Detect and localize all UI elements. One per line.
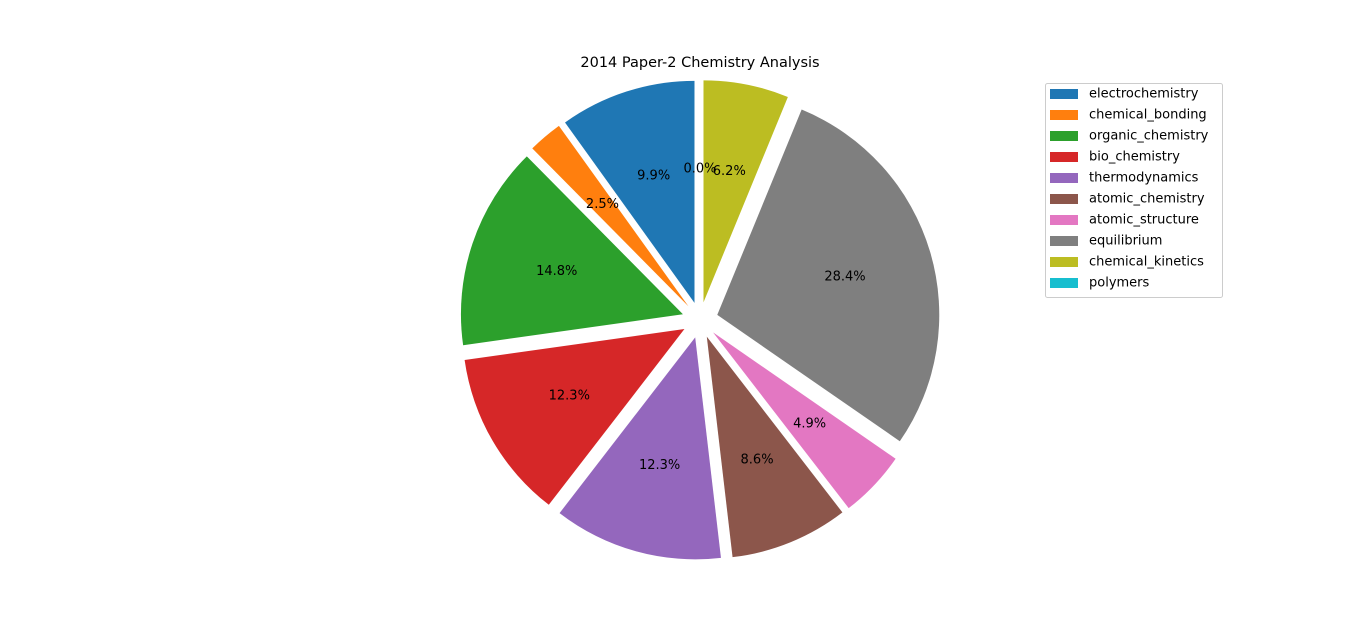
- legend-swatch-atomic-chemistry: [1050, 194, 1078, 204]
- legend-swatch-organic-chemistry: [1050, 131, 1078, 141]
- legend-label-organic-chemistry: organic_chemistry: [1089, 129, 1209, 144]
- percent-label-equilibrium: 28.4%: [824, 270, 865, 285]
- legend-swatch-electrochemistry: [1050, 89, 1078, 99]
- legend-label-thermodynamics: thermodynamics: [1089, 171, 1199, 186]
- legend-items: electrochemistry chemical_bonding organic_…: [1050, 87, 1209, 291]
- percent-label-thermodynamics: 12.3%: [639, 458, 680, 473]
- legend-label-chemical-kinetics: chemical_kinetics: [1089, 255, 1204, 270]
- slice-thermodynamics: [559, 337, 721, 560]
- slice-atomic-structure: [713, 332, 896, 509]
- legend-swatch-bio-chemistry: [1050, 152, 1078, 162]
- slice-equilibrium: [717, 109, 940, 442]
- slice-chemical-bonding: [532, 125, 689, 307]
- percent-label-electrochemistry: 9.9%: [637, 169, 670, 184]
- slice-electrochemistry: [565, 80, 695, 303]
- pie-slices: [460, 80, 940, 560]
- slice-chemical-kinetics: [703, 80, 788, 303]
- percent-label-polymers: 0.0%: [683, 161, 716, 176]
- legend-swatch-chemical-kinetics: [1050, 257, 1078, 267]
- legend-swatch-atomic-structure: [1050, 215, 1078, 225]
- slice-bio-chemistry: [464, 329, 685, 505]
- legend-label-bio-chemistry: bio_chemistry: [1089, 150, 1180, 165]
- percent-label-atomic-chemistry: 8.6%: [741, 453, 774, 468]
- legend-swatch-equilibrium: [1050, 236, 1078, 246]
- percent-label-chemical-bonding: 2.5%: [586, 197, 619, 212]
- slice-organic-chemistry: [460, 156, 683, 346]
- legend-swatch-thermodynamics: [1050, 173, 1078, 183]
- percent-label-chemical-kinetics: 6.2%: [713, 164, 746, 179]
- slice-atomic-chemistry: [706, 336, 843, 558]
- legend-label-electrochemistry: electrochemistry: [1089, 87, 1199, 102]
- legend-label-atomic-chemistry: atomic_chemistry: [1089, 192, 1205, 207]
- percent-label-bio-chemistry: 12.3%: [549, 389, 590, 404]
- legend-label-chemical-bonding: chemical_bonding: [1089, 108, 1207, 123]
- legend-swatch-chemical-bonding: [1050, 110, 1078, 120]
- legend-label-polymers: polymers: [1089, 276, 1150, 291]
- chart-title: 2014 Paper-2 Chemistry Analysis: [580, 55, 819, 71]
- percent-label-organic-chemistry: 14.8%: [536, 264, 577, 279]
- legend-frame: [1045, 83, 1223, 298]
- legend-label-equilibrium: equilibrium: [1089, 234, 1162, 249]
- legend: electrochemistry chemical_bonding organic_…: [1045, 83, 1223, 298]
- legend-label-atomic-structure: atomic_structure: [1089, 213, 1199, 228]
- percent-label-atomic-structure: 4.9%: [793, 417, 826, 432]
- pie-percent-labels: 9.9% 2.5% 14.8% 12.3% 12.3% 8.6% 4.9% 28.4% 6.2%…: [536, 161, 866, 473]
- legend-swatch-polymers: [1050, 278, 1078, 288]
